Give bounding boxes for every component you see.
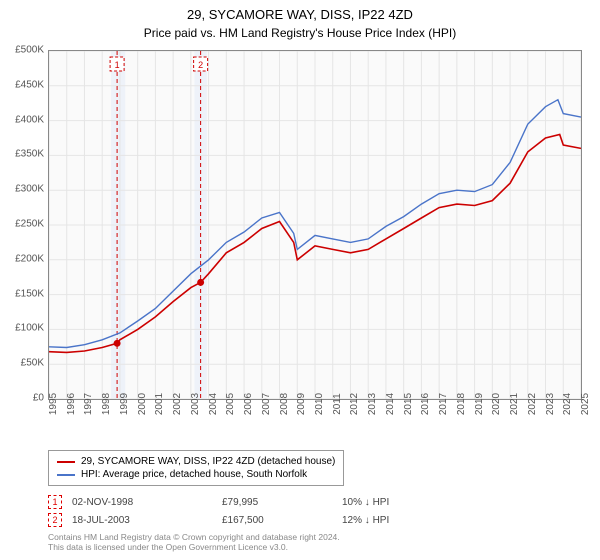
y-tick-label: £250K [15, 219, 44, 230]
x-tick-label: 2001 [154, 393, 165, 415]
x-tick-label: 2021 [509, 393, 520, 415]
x-tick-label: 2008 [279, 393, 290, 415]
y-tick-label: £150K [15, 288, 44, 299]
x-tick-label: 1995 [48, 393, 59, 415]
x-tick-label: 2013 [367, 393, 378, 415]
y-tick-label: £300K [15, 184, 44, 195]
x-tick-label: 2024 [562, 393, 573, 415]
x-tick-label: 2009 [296, 393, 307, 415]
chart-container: 29, SYCAMORE WAY, DISS, IP22 4ZD Price p… [0, 0, 600, 560]
x-tick-label: 2016 [420, 393, 431, 415]
sale-row: 1 02-NOV-1998 £79,995 10% ↓ HPI [48, 493, 402, 511]
sale-marker-badge: 2 [48, 513, 62, 527]
y-tick-label: £50K [21, 358, 44, 369]
y-tick-label: £0 [33, 393, 44, 404]
legend-item: 29, SYCAMORE WAY, DISS, IP22 4ZD (detach… [57, 455, 335, 468]
x-tick-label: 1996 [66, 393, 77, 415]
x-tick-label: 2007 [261, 393, 272, 415]
sale-row: 2 18-JUL-2003 £167,500 12% ↓ HPI [48, 511, 402, 529]
footer-attribution: Contains HM Land Registry data © Crown c… [48, 532, 340, 552]
footer-line: Contains HM Land Registry data © Crown c… [48, 532, 340, 542]
y-tick-label: £350K [15, 149, 44, 160]
y-tick-label: £200K [15, 253, 44, 264]
sale-pct: 12% ↓ HPI [342, 515, 402, 526]
x-tick-label: 2000 [137, 393, 148, 415]
sale-pct: 10% ↓ HPI [342, 497, 402, 508]
footer-line: This data is licensed under the Open Gov… [48, 542, 340, 552]
x-tick-label: 2004 [208, 393, 219, 415]
y-tick-label: £450K [15, 79, 44, 90]
x-tick-label: 1997 [83, 393, 94, 415]
legend-item: HPI: Average price, detached house, Sout… [57, 468, 335, 481]
x-tick-label: 2010 [314, 393, 325, 415]
sale-date: 02-NOV-1998 [72, 497, 212, 508]
legend: 29, SYCAMORE WAY, DISS, IP22 4ZD (detach… [48, 450, 344, 486]
x-tick-label: 1998 [101, 393, 112, 415]
svg-text:1: 1 [115, 60, 120, 70]
chart-title: 29, SYCAMORE WAY, DISS, IP22 4ZD [0, 0, 600, 24]
x-tick-label: 2022 [527, 393, 538, 415]
y-tick-label: £100K [15, 323, 44, 334]
x-tick-label: 2018 [456, 393, 467, 415]
chart-svg: 12 [49, 51, 581, 399]
y-tick-label: £400K [15, 114, 44, 125]
legend-swatch [57, 461, 75, 463]
legend-label: HPI: Average price, detached house, Sout… [81, 469, 307, 480]
sale-date: 18-JUL-2003 [72, 515, 212, 526]
chart-subtitle: Price paid vs. HM Land Registry's House … [0, 24, 600, 40]
x-tick-label: 2003 [190, 393, 201, 415]
plot-area: 12 [48, 50, 582, 400]
x-tick-label: 2011 [332, 393, 343, 415]
x-tick-label: 2002 [172, 393, 183, 415]
sale-price: £167,500 [222, 515, 332, 526]
y-tick-label: £500K [15, 45, 44, 56]
x-tick-label: 2019 [474, 393, 485, 415]
legend-swatch [57, 474, 75, 476]
svg-text:2: 2 [198, 60, 203, 70]
legend-label: 29, SYCAMORE WAY, DISS, IP22 4ZD (detach… [81, 456, 335, 467]
sales-table: 1 02-NOV-1998 £79,995 10% ↓ HPI 2 18-JUL… [48, 493, 402, 529]
x-tick-label: 2005 [225, 393, 236, 415]
x-tick-label: 2015 [403, 393, 414, 415]
x-tick-label: 1999 [119, 393, 130, 415]
sale-price: £79,995 [222, 497, 332, 508]
x-tick-label: 2017 [438, 393, 449, 415]
x-tick-label: 2025 [580, 393, 591, 415]
x-tick-label: 2014 [385, 393, 396, 415]
x-tick-label: 2006 [243, 393, 254, 415]
sale-marker-badge: 1 [48, 495, 62, 509]
x-tick-label: 2023 [545, 393, 556, 415]
x-tick-label: 2020 [491, 393, 502, 415]
x-tick-label: 2012 [349, 393, 360, 415]
